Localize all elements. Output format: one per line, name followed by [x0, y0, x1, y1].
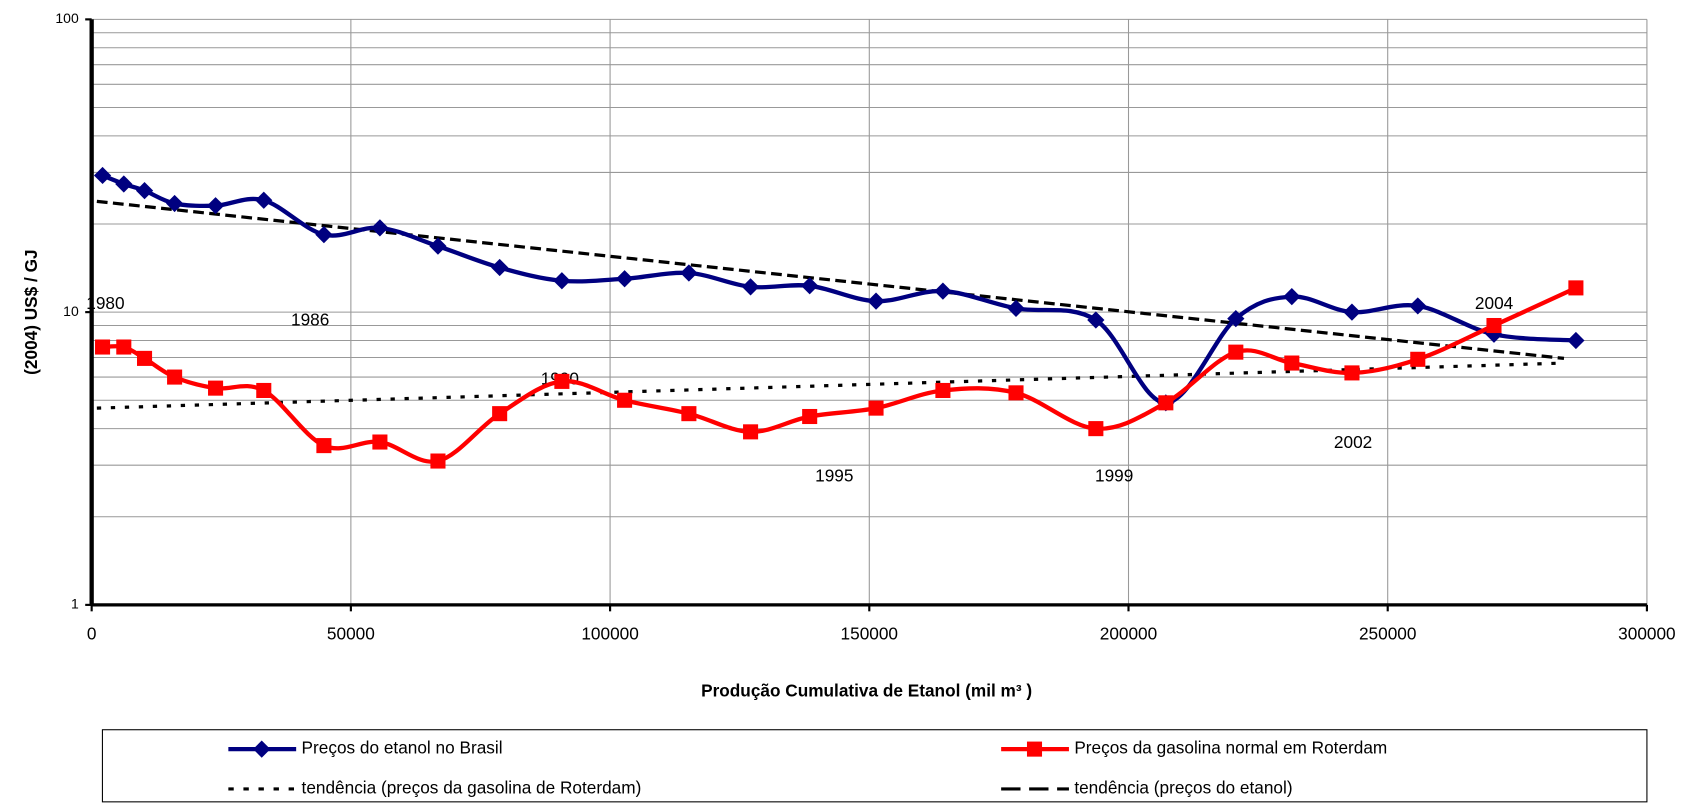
- annotation: 1980: [86, 293, 124, 313]
- marker: [93, 166, 112, 185]
- x-tick-label: 50000: [327, 624, 375, 644]
- legend-label: tendência (preços da gasolina de Roterda…: [302, 777, 642, 797]
- marker: [802, 408, 818, 425]
- marker: [1568, 280, 1584, 296]
- marker: [137, 350, 153, 366]
- marker: [1008, 385, 1024, 401]
- y-axis-label: (2004) US$ / GJ: [21, 249, 41, 374]
- x-axis-label: Produção Cumulativa de Etanol (mil m³ ): [701, 681, 1032, 701]
- marker: [617, 392, 633, 408]
- marker: [135, 182, 154, 200]
- x-tick-label: 300000: [1618, 624, 1675, 644]
- marker: [116, 339, 132, 355]
- marker: [1343, 303, 1361, 321]
- marker: [95, 339, 111, 355]
- annotation: 2004: [1475, 293, 1514, 313]
- y-tick-label: 1: [71, 596, 79, 612]
- marker: [615, 270, 634, 288]
- marker: [115, 175, 133, 193]
- marker: [491, 258, 509, 277]
- marker: [743, 424, 759, 440]
- x-tick-label: 200000: [1100, 624, 1157, 644]
- marker: [1088, 421, 1104, 437]
- legend-label: Preços do etanol no Brasil: [302, 738, 503, 758]
- annotation: 1999: [1095, 465, 1133, 485]
- annotation: 2002: [1334, 432, 1372, 452]
- marker: [256, 382, 272, 399]
- marker: [1026, 741, 1043, 757]
- marker: [868, 400, 884, 416]
- marker: [167, 369, 183, 385]
- trend-line: [96, 199, 1565, 360]
- marker: [934, 282, 952, 300]
- marker: [1344, 365, 1360, 381]
- marker: [680, 264, 698, 282]
- marker: [1158, 395, 1174, 411]
- marker: [553, 272, 571, 290]
- marker: [741, 278, 760, 296]
- marker: [1284, 355, 1300, 371]
- marker: [165, 194, 184, 213]
- legend-label: tendência (preços do etanol): [1074, 777, 1292, 797]
- marker: [253, 740, 271, 758]
- marker: [429, 237, 447, 255]
- x-tick-label: 250000: [1359, 624, 1416, 644]
- marker: [492, 406, 508, 422]
- marker: [1283, 287, 1301, 306]
- marker: [554, 373, 570, 389]
- x-tick-label: 150000: [841, 624, 898, 644]
- marker: [1567, 331, 1585, 350]
- y-tick-label: 10: [63, 303, 79, 319]
- marker: [867, 292, 885, 310]
- marker: [208, 380, 224, 396]
- legend-label: Preços da gasolina normal em Roterdam: [1074, 738, 1387, 758]
- x-tick-label: 100000: [581, 624, 638, 644]
- trend-line: [96, 361, 1565, 410]
- marker: [372, 434, 388, 450]
- marker: [1486, 317, 1502, 334]
- y-tick-label: 100: [55, 10, 79, 26]
- marker: [315, 225, 333, 244]
- marker: [430, 453, 446, 469]
- annotation: 1995: [815, 465, 853, 485]
- marker: [1410, 351, 1426, 367]
- marker: [681, 406, 697, 422]
- marker: [1228, 344, 1244, 360]
- marker: [935, 382, 951, 399]
- marker: [206, 197, 225, 215]
- marker: [255, 191, 273, 209]
- annotation: 1986: [291, 309, 329, 329]
- marker: [316, 438, 332, 454]
- legend-box: [101, 729, 1648, 803]
- x-tick-label: 0: [87, 624, 97, 644]
- marker: [1007, 299, 1025, 317]
- marker: [801, 277, 819, 295]
